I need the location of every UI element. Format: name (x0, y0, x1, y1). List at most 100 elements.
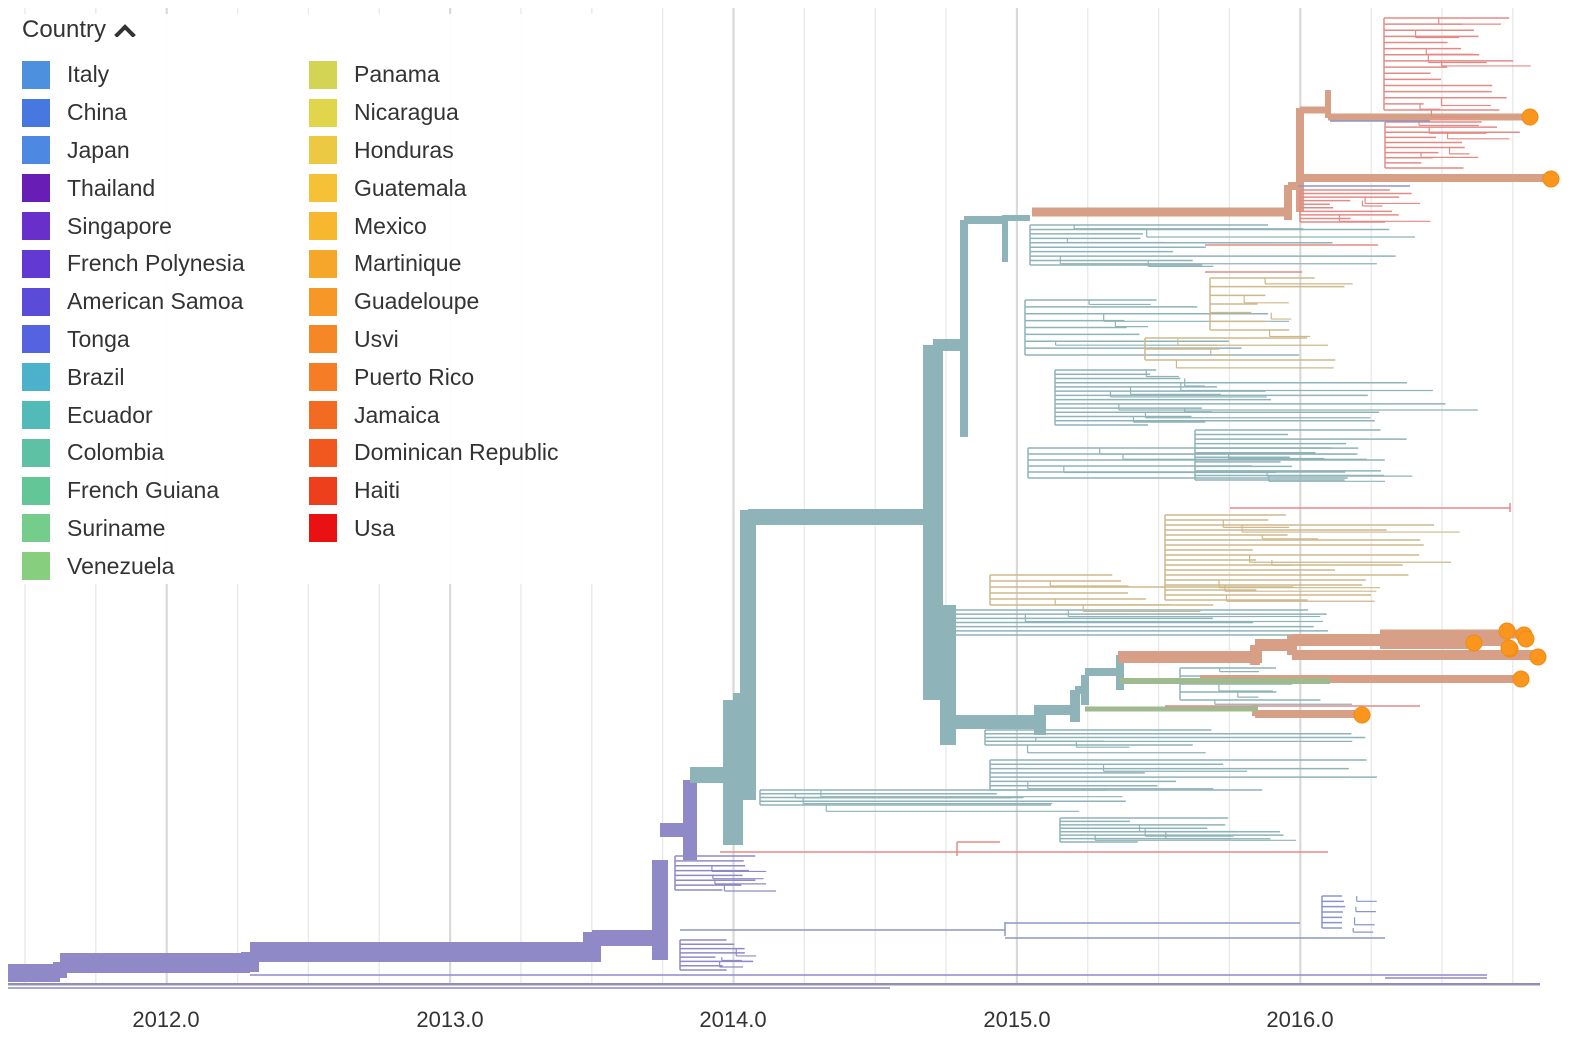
legend-item-label: Italy (67, 61, 110, 88)
legend-item-jamaica[interactable]: Jamaica (309, 396, 559, 434)
tick-label-2013: 2013.0 (416, 1007, 483, 1032)
legend-item-thailand[interactable]: Thailand (22, 169, 245, 207)
legend-item-suriname[interactable]: Suriname (22, 510, 245, 548)
legend-item-french-guiana[interactable]: French Guiana (22, 472, 245, 510)
legend-column-2: Panama Nicaragua Honduras Guatemala Mexi… (309, 56, 559, 547)
legend-item-label: French Polynesia (67, 250, 245, 277)
legend-item-label: Usa (354, 514, 395, 541)
tick-label-2012: 2012.0 (132, 1007, 199, 1032)
legend-item-label: Martinique (354, 250, 462, 277)
legend-item-label: American Samoa (67, 288, 244, 315)
legend-item-guadeloupe[interactable]: Guadeloupe (309, 283, 559, 321)
legend-item-tonga[interactable]: Tonga (22, 321, 245, 359)
legend-item-usa[interactable]: Usa (309, 510, 559, 548)
legend-item-label: Japan (67, 136, 130, 163)
legend-swatch (309, 212, 337, 241)
legend-item-martinique[interactable]: Martinique (309, 245, 559, 283)
legend-item-guatemala[interactable]: Guatemala (309, 169, 559, 207)
legend-item-label: Usvi (354, 325, 399, 352)
legend-swatch (309, 287, 337, 316)
legend-item-label: Colombia (67, 439, 165, 466)
legend-item-singapore[interactable]: Singapore (22, 207, 245, 245)
legend-item-label: Guadeloupe (354, 288, 480, 315)
legend-item-japan[interactable]: Japan (22, 132, 245, 170)
legend-swatch (22, 476, 50, 505)
legend-swatch (309, 325, 337, 354)
tip-marker[interactable] (1512, 670, 1530, 688)
legend-item-venezuela[interactable]: Venezuela (22, 547, 245, 585)
legend-item-ecuador[interactable]: Ecuador (22, 396, 245, 434)
chevron-up-icon (114, 24, 136, 37)
tip-marker[interactable] (1353, 706, 1371, 724)
legend-item-american-samoa[interactable]: American Samoa (22, 283, 245, 321)
legend-column-1: Italy China Japan Thailand Singapore Fre… (22, 56, 245, 585)
legend-item-label: Guatemala (354, 174, 467, 201)
legend-swatch (309, 60, 337, 89)
legend-swatch (309, 174, 337, 203)
tip-marker[interactable] (1521, 108, 1539, 126)
legend-item-puerto-rico[interactable]: Puerto Rico (309, 358, 559, 396)
legend-item-brazil[interactable]: Brazil (22, 358, 245, 396)
legend-item-china[interactable]: China (22, 94, 245, 132)
legend-swatch (309, 249, 337, 278)
legend-swatch (22, 212, 50, 241)
legend-item-mexico[interactable]: Mexico (309, 207, 559, 245)
legend-swatch (22, 249, 50, 278)
legend-item-italy[interactable]: Italy (22, 56, 245, 94)
legend-swatch (22, 363, 50, 392)
legend-swatch (22, 514, 50, 543)
tip-marker[interactable] (1542, 170, 1560, 188)
tip-marker[interactable] (1500, 639, 1518, 657)
legend-item-label: Nicaragua (354, 99, 459, 126)
legend-swatch (22, 401, 50, 430)
legend-item-label: Venezuela (67, 552, 175, 579)
tip-marker[interactable] (1498, 622, 1516, 640)
color-legend: Country Italy China Japan Thailand Singa… (22, 14, 612, 584)
legend-item-label: Brazil (67, 363, 125, 390)
tree-branches[interactable] (8, 17, 1550, 989)
legend-item-nicaragua[interactable]: Nicaragua (309, 94, 559, 132)
tip-marker[interactable] (1529, 648, 1547, 666)
tick-label-2014: 2014.0 (699, 1007, 766, 1032)
legend-item-label: Jamaica (354, 401, 440, 428)
legend-swatch (22, 287, 50, 316)
legend-swatch (22, 552, 50, 581)
legend-swatch (309, 363, 337, 392)
legend-item-label: Ecuador (67, 401, 153, 428)
legend-swatch (309, 98, 337, 127)
legend-item-label: China (67, 99, 128, 126)
legend-item-usvi[interactable]: Usvi (309, 321, 559, 359)
tip-marker[interactable] (1517, 630, 1535, 648)
legend-swatch (309, 476, 337, 505)
legend-swatch (309, 136, 337, 165)
legend-item-label: Thailand (67, 174, 156, 201)
tick-label-2015: 2015.0 (983, 1007, 1050, 1032)
legend-toggle[interactable]: Country (22, 16, 136, 44)
legend-swatch (22, 325, 50, 354)
legend-swatch (22, 60, 50, 89)
legend-item-label: Haiti (354, 477, 401, 504)
legend-swatch (22, 438, 50, 467)
legend-swatch (22, 98, 50, 127)
legend-item-label: French Guiana (67, 477, 220, 504)
legend-swatch (309, 401, 337, 430)
legend-swatch (309, 438, 337, 467)
legend-swatch (22, 136, 50, 165)
legend-item-label: Puerto Rico (354, 363, 475, 390)
legend-item-honduras[interactable]: Honduras (309, 132, 559, 170)
legend-item-haiti[interactable]: Haiti (309, 472, 559, 510)
legend-item-panama[interactable]: Panama (309, 56, 559, 94)
legend-item-french-polynesia[interactable]: French Polynesia (22, 245, 245, 283)
tip-marker[interactable] (1465, 634, 1483, 652)
legend-title: Country (22, 16, 107, 43)
tick-label-2016: 2016.0 (1266, 1007, 1333, 1032)
time-axis: 2012.0 2013.0 2014.0 2015.0 2016.0 (8, 984, 1540, 1032)
legend-item-label: Panama (354, 61, 440, 88)
legend-item-dominican-republic[interactable]: Dominican Republic (309, 434, 559, 472)
legend-item-label: Honduras (354, 136, 454, 163)
legend-item-colombia[interactable]: Colombia (22, 434, 245, 472)
tip-markers[interactable] (1353, 108, 1560, 724)
legend-item-label: Tonga (67, 325, 130, 352)
legend-item-label: Dominican Republic (354, 439, 559, 466)
